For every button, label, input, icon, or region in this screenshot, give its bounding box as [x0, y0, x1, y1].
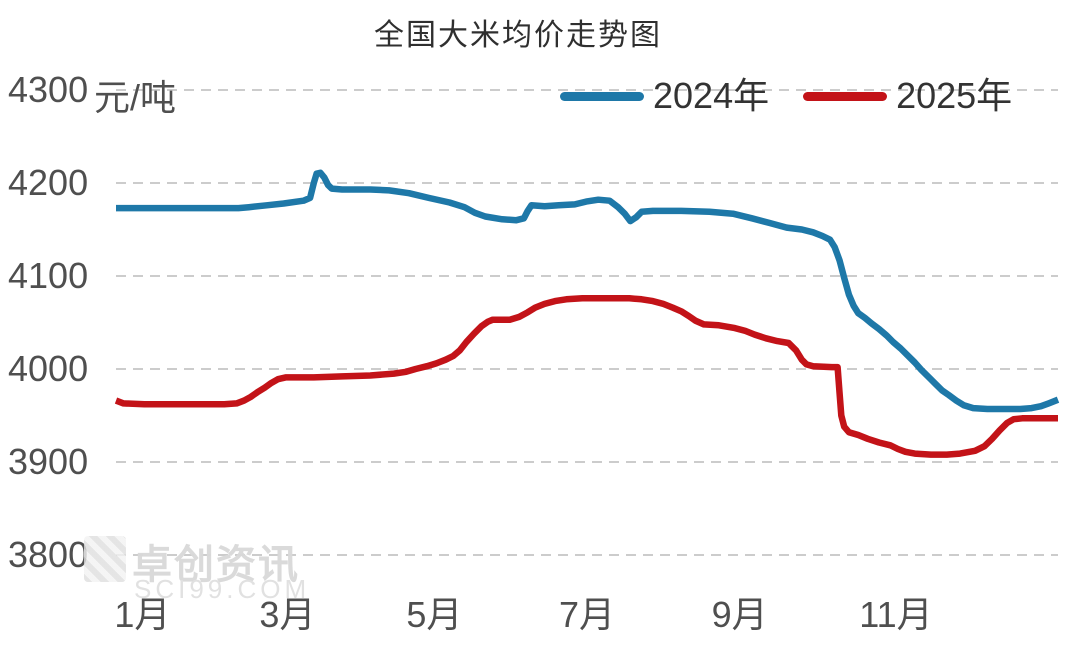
- x-tick-label: 11月: [859, 594, 933, 635]
- x-tick-label: 5月: [406, 594, 463, 635]
- series-lines: [114, 169, 1060, 458]
- legend: 2024年 2025年: [560, 78, 1012, 114]
- y-tick-label: 4300: [8, 69, 89, 110]
- legend-item-2024年: 2024年: [560, 78, 769, 114]
- y-tick-label: 3800: [8, 534, 89, 575]
- watermark-site: SCI99.COM: [134, 574, 311, 604]
- gridlines: [116, 89, 1058, 556]
- x-tick-label: 9月: [711, 594, 768, 635]
- y-axis-unit-label: 元/吨: [94, 77, 177, 118]
- x-tick-label: 3月: [259, 594, 316, 635]
- y-tick-label: 4000: [8, 348, 89, 389]
- chart-title: 全国大米均价走势图: [374, 19, 662, 52]
- series-line-2024年: [116, 169, 1060, 413]
- sci99-logo-icon: [84, 536, 126, 582]
- y-tick-label: 3900: [8, 441, 89, 482]
- legend-swatch-icon: [560, 91, 644, 101]
- series-line-2025年: [114, 295, 1058, 458]
- legend-swatch-icon: [803, 91, 888, 101]
- legend-label: 2025年: [896, 75, 1013, 116]
- legend-label: 2024年: [653, 75, 770, 116]
- x-tick-label: 7月: [558, 594, 616, 635]
- legend-item-2025年: 2025年: [803, 78, 1012, 114]
- watermark-name: 卓创资讯: [132, 543, 300, 587]
- x-tick-label: 1月: [114, 594, 171, 635]
- y-tick-label: 4100: [8, 255, 89, 296]
- y-tick-label: 4200: [8, 162, 89, 203]
